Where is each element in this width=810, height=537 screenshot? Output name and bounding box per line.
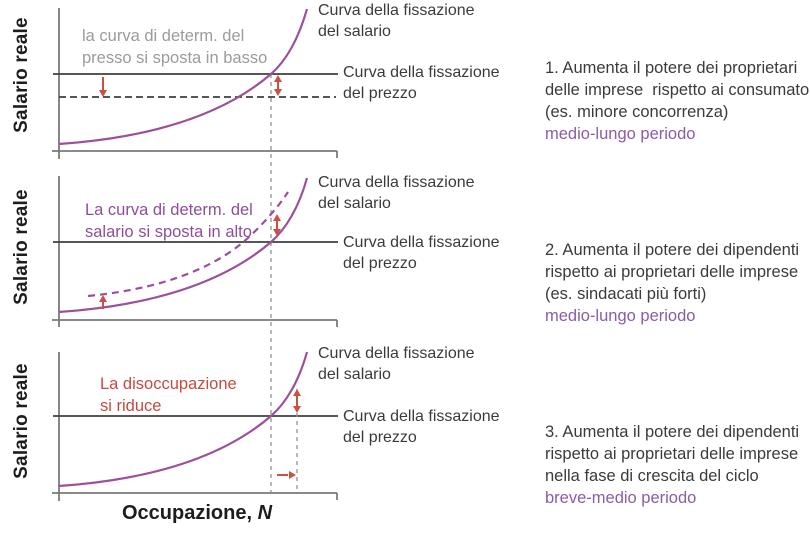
panel2-wage-curve-label-line1: Curva della fissazione — [318, 174, 475, 191]
x-axis-label: Occupazione, N — [122, 502, 272, 525]
note-3-line2: rispetto ai proprietari delle imprese — [545, 445, 799, 463]
panel2-price-curve-label-line1: Curva della fissazione — [343, 234, 500, 251]
y-axis-label-panel2: Salario reale — [11, 189, 32, 305]
panel2-wage-curve-label: Curva della fissazione del salario — [318, 172, 498, 214]
note-1: 1. Aumenta il potere dei proprietari del… — [545, 57, 810, 145]
panel2-wage-setting-curve — [58, 177, 309, 314]
x-axis-label-variable: N — [257, 502, 273, 524]
note-2-line2: rispetto ai proprietari delle imprese — [545, 263, 799, 281]
panel1-annotation-line1: la curva di determ. del — [82, 27, 245, 45]
panel1-wage-curve-label-line2: del salario — [318, 23, 391, 40]
note-1-line2: delle imprese rispetto ai consumatori — [545, 81, 810, 99]
panel1-shift-down-arrow — [99, 77, 107, 97]
panel1-annotation: la curva di determ. del presso si sposta… — [82, 25, 267, 69]
panel2-price-curve-label-line2: del prezzo — [343, 255, 417, 272]
panel3-price-curve-label: Curva della fissazione del prezzo — [343, 406, 523, 448]
panel2-axes — [52, 176, 338, 327]
note-1-line1: 1. Aumenta il potere dei proprietari — [545, 59, 798, 77]
note-2: 2. Aumenta il potere dei dipendenti risp… — [545, 239, 805, 327]
y-axis-label-panel1: Salario reale — [11, 17, 32, 133]
panel1-price-curve-label: Curva della fissazione del prezzo — [343, 62, 523, 104]
panel3-wage-curve-label-line2: del salario — [318, 366, 391, 383]
panel1-annotation-line2: presso si sposta in basso — [82, 49, 268, 67]
panel3-annotation-line1: La disoccupazione — [100, 375, 237, 393]
note-3-period: breve-medio periodo — [545, 489, 697, 507]
panel1-price-curve-label-line1: Curva della fissazione — [343, 64, 500, 81]
panel2-gap-double-arrow — [273, 214, 281, 236]
note-3-line3: nella fase di crescita del ciclo — [545, 467, 759, 485]
panel3-axes — [52, 352, 338, 501]
note-3-line1: 3. Aumenta il potere dei dipendenti — [545, 423, 800, 441]
panel3-wage-curve-label: Curva della fissazione del salario — [318, 343, 498, 385]
panel3-gap-double-arrow — [293, 389, 301, 413]
note-1-line3: (es. minore concorrenza) — [545, 103, 729, 121]
panel3-price-curve-label-line1: Curva della fissazione — [343, 408, 500, 425]
panel3-annotation: La disoccupazione si riduce — [100, 373, 237, 417]
panel2-annotation-line2: salario si sposta in alto — [85, 223, 252, 241]
note-2-line3: (es. sindacati più forti) — [545, 285, 707, 303]
panel2-shift-up-arrow — [99, 295, 107, 309]
panel3-price-curve-label-line2: del prezzo — [343, 429, 417, 446]
note-2-line1: 2. Aumenta il potere dei dipendenti — [545, 241, 800, 259]
panel2-wage-setting-curve-shifted — [87, 191, 289, 298]
y-axis-label-panel3: Salario reale — [11, 363, 32, 479]
panel1-gap-double-arrow — [274, 75, 282, 96]
x-axis-label-text: Occupazione, — [122, 502, 258, 524]
note-2-period: medio-lungo periodo — [545, 307, 696, 325]
panel3-employment-right-arrow — [277, 471, 296, 479]
panel2-wage-curve-label-line2: del salario — [318, 195, 391, 212]
note-1-period: medio-lungo periodo — [545, 125, 696, 143]
panel3-annotation-line2: si riduce — [100, 397, 162, 415]
panel2-price-curve-label: Curva della fissazione del prezzo — [343, 232, 523, 274]
panel2-annotation-line1: La curva di determ. del — [85, 201, 253, 219]
panel1-axes — [52, 8, 338, 159]
panel3-wage-setting-curve — [58, 351, 309, 488]
panel1-price-curve-label-line2: del prezzo — [343, 85, 417, 102]
panel3-wage-curve-label-line1: Curva della fissazione — [318, 345, 475, 362]
note-3: 3. Aumenta il potere dei dipendenti risp… — [545, 421, 805, 509]
panel2-annotation: La curva di determ. del salario si spost… — [85, 199, 253, 243]
panel1-wage-setting-curve — [58, 8, 309, 146]
panel1-wage-curve-label-line1: Curva della fissazione — [318, 2, 475, 19]
panel1-wage-curve-label: Curva della fissazione del salario — [318, 0, 498, 42]
